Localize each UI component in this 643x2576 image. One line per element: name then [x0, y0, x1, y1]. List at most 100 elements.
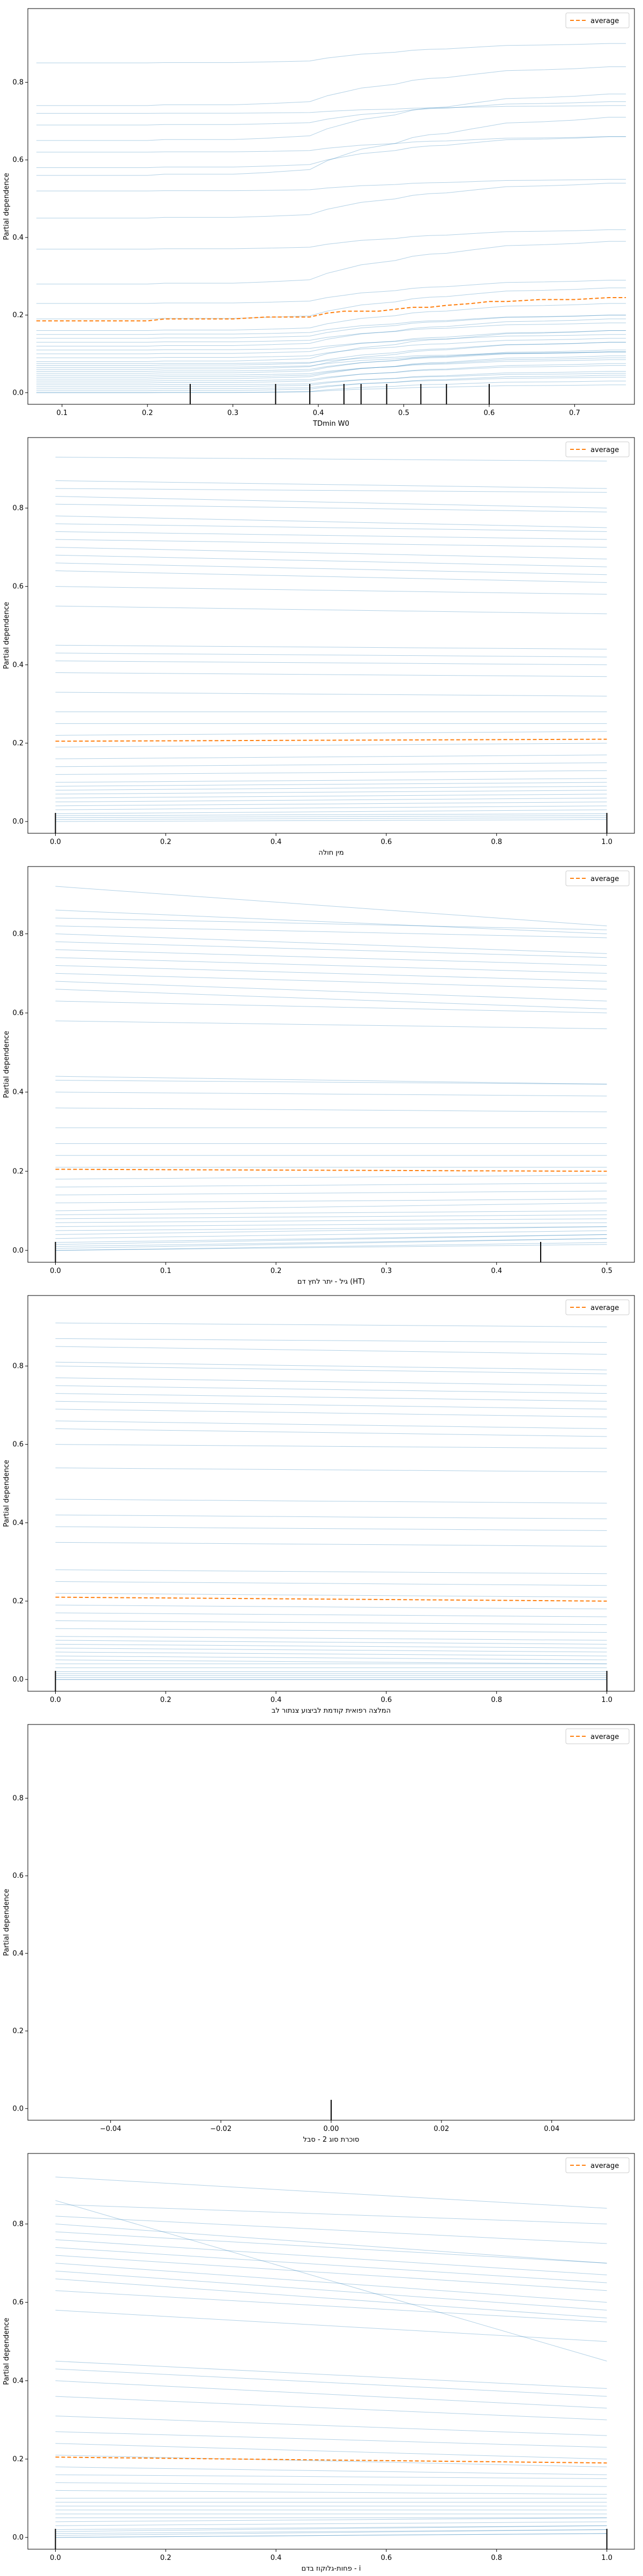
ice-line — [55, 539, 607, 548]
ice-line — [55, 2200, 607, 2362]
ice-line — [55, 1214, 607, 1219]
y-tick-label: 0.0 — [12, 2534, 24, 2542]
ice-line — [55, 554, 607, 567]
ice-line — [55, 2309, 607, 2342]
ice-line — [55, 813, 607, 816]
ice-line — [55, 782, 607, 787]
ice-line — [55, 1640, 607, 1645]
average-line — [55, 1168, 607, 1172]
ice-line — [55, 1242, 607, 1251]
ice-line — [55, 480, 607, 489]
y-tick-label: 0.4 — [12, 1089, 24, 1097]
ice-line — [55, 805, 607, 810]
ice-line — [36, 334, 626, 351]
ice-line — [55, 743, 607, 747]
ice-line — [55, 2482, 607, 2487]
x-tick-label: −0.02 — [210, 2125, 231, 2133]
ice-line — [55, 1468, 607, 1472]
ice-line — [55, 1514, 607, 1519]
axes-frame — [27, 866, 635, 1263]
ice-line — [55, 1020, 607, 1030]
ice-line — [55, 2247, 607, 2283]
ice-line — [36, 117, 626, 176]
ice-line — [36, 43, 626, 63]
ice-line — [36, 241, 626, 285]
ice-line — [55, 1660, 607, 1664]
y-tick-label: 0.6 — [12, 2299, 24, 2307]
ice-line — [55, 1080, 607, 1085]
ice-line — [55, 2177, 607, 2209]
ice-line — [55, 965, 607, 982]
ice-line — [55, 1244, 607, 1251]
ice-line — [55, 778, 607, 783]
average-line — [55, 2456, 607, 2464]
x-tick-label: 0.2 — [160, 2554, 171, 2562]
ice-line — [55, 2455, 607, 2468]
ice-line — [55, 1198, 607, 1203]
ice-line — [55, 2290, 607, 2322]
y-tick-label: 0.8 — [12, 505, 24, 513]
ice-line — [55, 1569, 607, 1574]
ice-line — [36, 342, 626, 370]
plot-area — [28, 867, 634, 1262]
ice-line — [55, 2533, 607, 2538]
average-line — [55, 1596, 607, 1602]
ice-line — [55, 2263, 607, 2303]
ice-line — [55, 1202, 607, 1211]
x-tick-label: 0.8 — [491, 2554, 502, 2562]
ice-line — [36, 322, 626, 343]
y-tick-label: 0.8 — [12, 2220, 24, 2229]
ice-line — [55, 496, 607, 509]
ice-line — [55, 973, 607, 990]
y-tick-label: 0.0 — [12, 1676, 24, 1684]
ice-line — [55, 909, 607, 934]
ice-line — [55, 523, 607, 532]
x-tick-label: 0.2 — [271, 1267, 282, 1275]
plot-area — [28, 1296, 634, 1691]
y-tick-label: 0.8 — [12, 1794, 24, 1802]
x-tick-label: 0.0 — [50, 1696, 61, 1704]
ice-line — [36, 330, 626, 362]
x-axis-label: סוכרת סוג 2 - סבל — [303, 2136, 360, 2144]
y-tick-label: 0.4 — [12, 2377, 24, 2385]
ice-line — [55, 731, 607, 736]
ice-line — [55, 2521, 607, 2526]
ice-line — [36, 315, 626, 335]
pd-panel-3: 0.0 0.1 0.2 0.3 0.4 0.5 0.0 0.2 0.4 0.6 0.8 גיל - י… — [3, 866, 635, 1286]
x-tick-label: 0.3 — [381, 1267, 392, 1275]
ice-line — [36, 376, 626, 389]
ice-line — [36, 315, 626, 339]
ice-line — [55, 926, 607, 938]
ice-line — [55, 653, 607, 657]
ice-line — [55, 2416, 607, 2436]
ice-line — [36, 365, 626, 382]
axes-frame — [27, 8, 635, 405]
x-tick-label: 0.02 — [433, 2125, 449, 2133]
x-tick-label: 0.00 — [324, 2125, 339, 2133]
ice-line — [36, 280, 626, 304]
plot-area — [28, 9, 634, 404]
ice-line — [55, 762, 607, 767]
ice-line — [55, 2529, 607, 2536]
y-tick-label: 0.2 — [12, 1597, 24, 1605]
pd-panel-5: −0.04 −0.02 0.00 0.02 0.04 0.0 0.2 0.4 0.6 0.8 סוכ… — [3, 1724, 635, 2144]
y-tick-label: 0.8 — [12, 78, 24, 86]
ice-line — [55, 1542, 607, 1547]
x-tick-label: 0.6 — [484, 409, 495, 417]
y-tick-label: 0.2 — [12, 739, 24, 747]
ice-line — [55, 2360, 607, 2389]
x-tick-label: 0.1 — [160, 1267, 171, 1275]
ice-line — [55, 1385, 607, 1394]
ice-lines — [55, 886, 607, 1251]
legend: average — [565, 1728, 630, 1744]
ice-lines — [36, 43, 626, 393]
plot-area — [28, 438, 634, 833]
pd-panel-4: 0.0 0.2 0.4 0.6 0.8 1.0 0.0 0.2 0.4 0.6 0.8 המלצה ר… — [3, 1295, 635, 1715]
ice-line — [55, 941, 607, 958]
ice-line — [36, 66, 626, 106]
y-tick-label: 0.0 — [12, 2105, 24, 2113]
pd-panel-6: 0.0 0.2 0.4 0.6 0.8 1.0 0.0 0.2 0.4 0.6 0.8 פחות-גל… — [3, 2153, 635, 2573]
ice-line — [55, 1210, 607, 1215]
ice-line — [55, 2533, 607, 2538]
